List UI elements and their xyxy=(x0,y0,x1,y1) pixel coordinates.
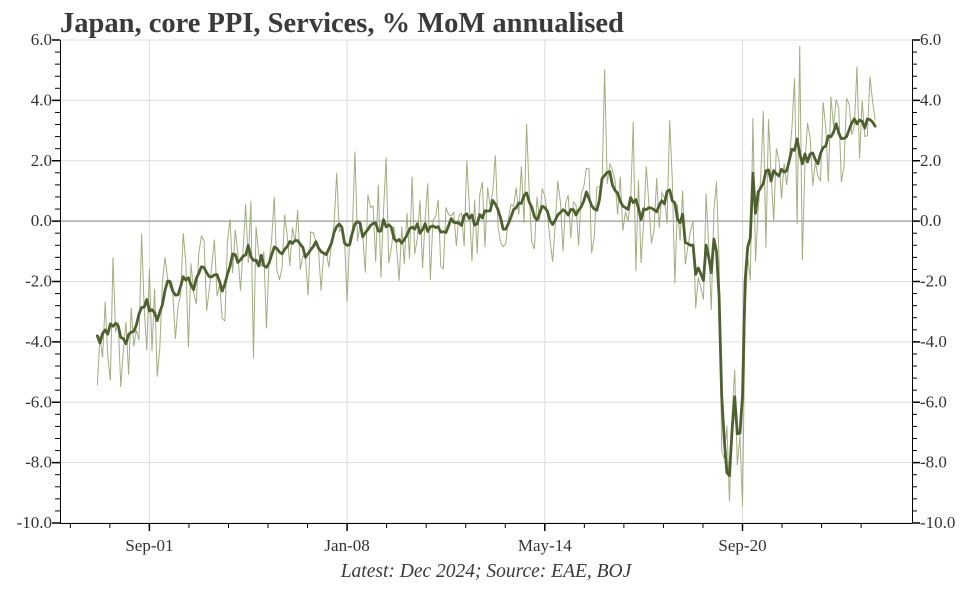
svg-text:2.0: 2.0 xyxy=(920,151,941,170)
svg-text:4.0: 4.0 xyxy=(31,90,52,109)
svg-text:Sep-01: Sep-01 xyxy=(125,536,173,555)
svg-text:-8.0: -8.0 xyxy=(25,453,52,472)
svg-text:0.0: 0.0 xyxy=(920,211,941,230)
svg-text:-4.0: -4.0 xyxy=(25,332,52,351)
svg-text:-4.0: -4.0 xyxy=(920,332,947,351)
svg-text:Sep-20: Sep-20 xyxy=(718,536,766,555)
svg-text:4.0: 4.0 xyxy=(920,90,941,109)
svg-text:-6.0: -6.0 xyxy=(920,392,947,411)
svg-text:-8.0: -8.0 xyxy=(920,453,947,472)
svg-text:-10.0: -10.0 xyxy=(920,513,955,532)
svg-text:2.0: 2.0 xyxy=(31,151,52,170)
svg-text:May-14: May-14 xyxy=(518,536,572,555)
svg-text:-6.0: -6.0 xyxy=(25,392,52,411)
svg-text:Jan-08: Jan-08 xyxy=(324,536,369,555)
svg-text:6.0: 6.0 xyxy=(920,30,941,49)
svg-text:-10.0: -10.0 xyxy=(17,513,52,532)
svg-text:-2.0: -2.0 xyxy=(25,272,52,291)
svg-text:-2.0: -2.0 xyxy=(920,272,947,291)
svg-text:0.0: 0.0 xyxy=(31,211,52,230)
svg-text:6.0: 6.0 xyxy=(31,30,52,49)
